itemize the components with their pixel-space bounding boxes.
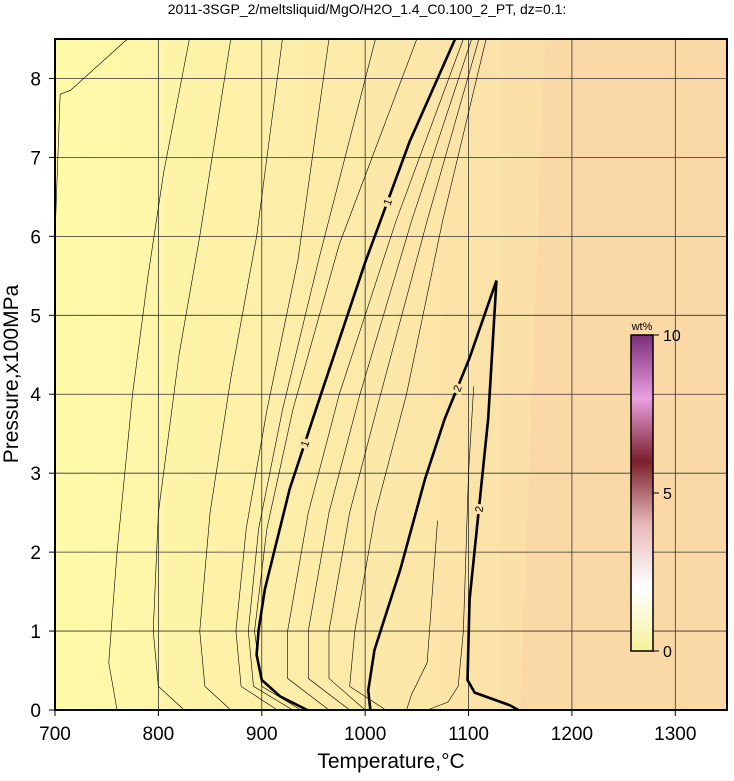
x-tick-label: 1000 [344,724,386,745]
contour [108,38,190,711]
contour [307,38,472,711]
contour [427,386,475,711]
contour [328,38,480,711]
contour [235,38,330,711]
x-tick-label: 1100 [448,724,489,745]
contour [248,38,376,711]
contour [152,38,232,711]
colorbar [630,334,654,652]
y-axis-label: Pressure,x100MPa [0,284,23,463]
contour-label: 1 [299,439,312,449]
y-tick-label: 3 [30,464,41,485]
contour [254,38,418,711]
contour-label: 2 [474,506,487,513]
y-tick-label: 8 [30,69,41,90]
y-tick-label: 2 [30,543,41,564]
y-tick-label: 6 [30,227,41,248]
colorbar-label: wt% [631,321,653,333]
colorbar-tick-label: 5 [663,486,672,503]
colorbar-tick-label: 10 [663,328,681,345]
x-tick-label: 1200 [551,724,593,745]
y-tick-label: 7 [30,148,41,169]
y-tick-label: 0 [30,701,41,722]
x-tick-label: 700 [39,724,71,745]
contour [349,38,487,711]
y-tick-label: 5 [30,306,41,327]
x-tick-label: 800 [143,724,175,745]
contour [406,520,438,711]
contour-label-bg [472,503,486,515]
contour-label-bg [449,381,465,396]
plot-frame [54,38,728,711]
contour [287,38,464,711]
contour [54,38,128,237]
y-tick-label: 4 [30,385,41,406]
major-contour [366,280,519,712]
contour-label-bg [380,195,395,209]
x-tick-label: 900 [246,724,278,745]
contour-label: 1 [382,197,395,207]
major-contour [255,38,457,712]
x-axis-label: Temperature,°C [317,750,464,773]
x-tick-label: 1300 [654,724,696,745]
contour [199,38,283,711]
y-tick-label: 1 [30,622,41,643]
plot-region [520,39,727,710]
colorbar-tick-label: 0 [663,644,672,661]
chart-title: 2011-3SGP_2/meltsliquid/MgO/H2O_1.4_C0.1… [168,1,567,17]
contour-label-bg [297,436,312,451]
contour-label: 2 [451,384,464,394]
